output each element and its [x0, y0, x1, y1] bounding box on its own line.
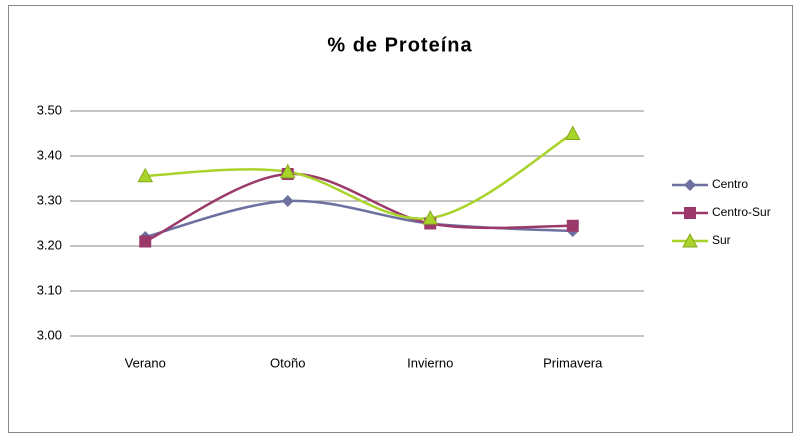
- x-tick-label: Verano: [125, 355, 166, 370]
- series-line: [145, 132, 574, 220]
- x-tick-label: Otoño: [270, 355, 305, 370]
- y-tick-label: 3.50: [37, 102, 62, 117]
- legend-label: Centro-Sur: [712, 205, 771, 219]
- marker: [279, 163, 296, 179]
- y-tick-label: 3.00: [37, 327, 62, 342]
- legend-marker: [684, 179, 696, 191]
- x-tick-label: Invierno: [407, 355, 453, 370]
- legend-label: Sur: [712, 233, 731, 247]
- marker: [281, 195, 294, 207]
- legend-label: Centro: [712, 177, 748, 191]
- marker: [564, 125, 581, 140]
- y-tick-label: 3.20: [37, 237, 62, 252]
- legend-marker: [684, 207, 696, 219]
- chart-title: % de Proteína: [327, 34, 472, 56]
- marker: [566, 219, 579, 232]
- legend-marker: [682, 232, 698, 248]
- marker: [139, 235, 152, 248]
- y-tick-label: 3.10: [37, 282, 62, 297]
- x-tick-label: Primavera: [543, 355, 603, 370]
- y-tick-label: 3.40: [37, 147, 62, 162]
- y-tick-label: 3.30: [37, 192, 62, 207]
- marker: [422, 210, 439, 225]
- marker: [137, 167, 154, 183]
- series-line: [144, 172, 573, 243]
